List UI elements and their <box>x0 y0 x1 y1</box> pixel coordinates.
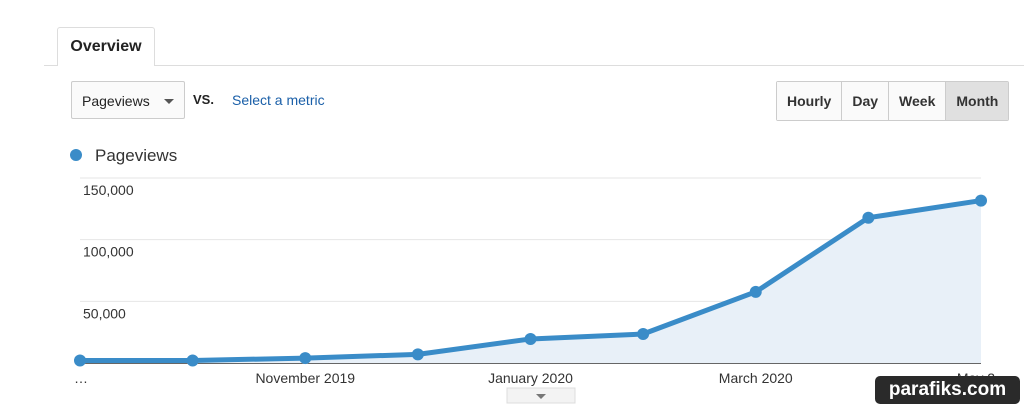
expand-arrow <box>536 394 546 399</box>
point <box>299 352 312 365</box>
x-tick-label: November 2019 <box>255 370 355 386</box>
vs-label: VS. <box>193 92 214 107</box>
metric-dropdown[interactable]: Pageviews <box>71 81 185 119</box>
x-tick-label: … <box>74 370 88 386</box>
point <box>975 194 987 207</box>
point <box>637 328 650 341</box>
point <box>74 354 86 367</box>
point <box>411 348 424 361</box>
y-tick-label: 50,000 <box>83 305 126 321</box>
x-tick-label: January 2020 <box>488 370 573 386</box>
period-button[interactable]: Week <box>889 82 947 120</box>
point <box>524 332 537 345</box>
y-tick-label: 150,000 <box>83 182 134 198</box>
x-tick-label: March 2020 <box>719 370 793 386</box>
period-buttons: Hourly Day Week Month <box>776 81 1010 121</box>
point <box>749 285 762 298</box>
period-button[interactable]: Month <box>946 82 1009 120</box>
period-button[interactable]: Day <box>842 82 890 120</box>
legend-label: Pageviews <box>95 146 177 165</box>
point <box>186 354 199 367</box>
period-button[interactable]: Hourly <box>777 82 843 120</box>
watermark: parafiks.com <box>875 376 1020 404</box>
tab-divider <box>44 65 1024 66</box>
select-metric-link[interactable]: Select a metric <box>232 92 325 108</box>
legend-dot <box>70 149 82 161</box>
y-tick-label: 100,000 <box>83 244 134 260</box>
area <box>80 200 981 363</box>
overview-tab[interactable]: Overview <box>57 27 155 66</box>
point <box>862 211 875 224</box>
